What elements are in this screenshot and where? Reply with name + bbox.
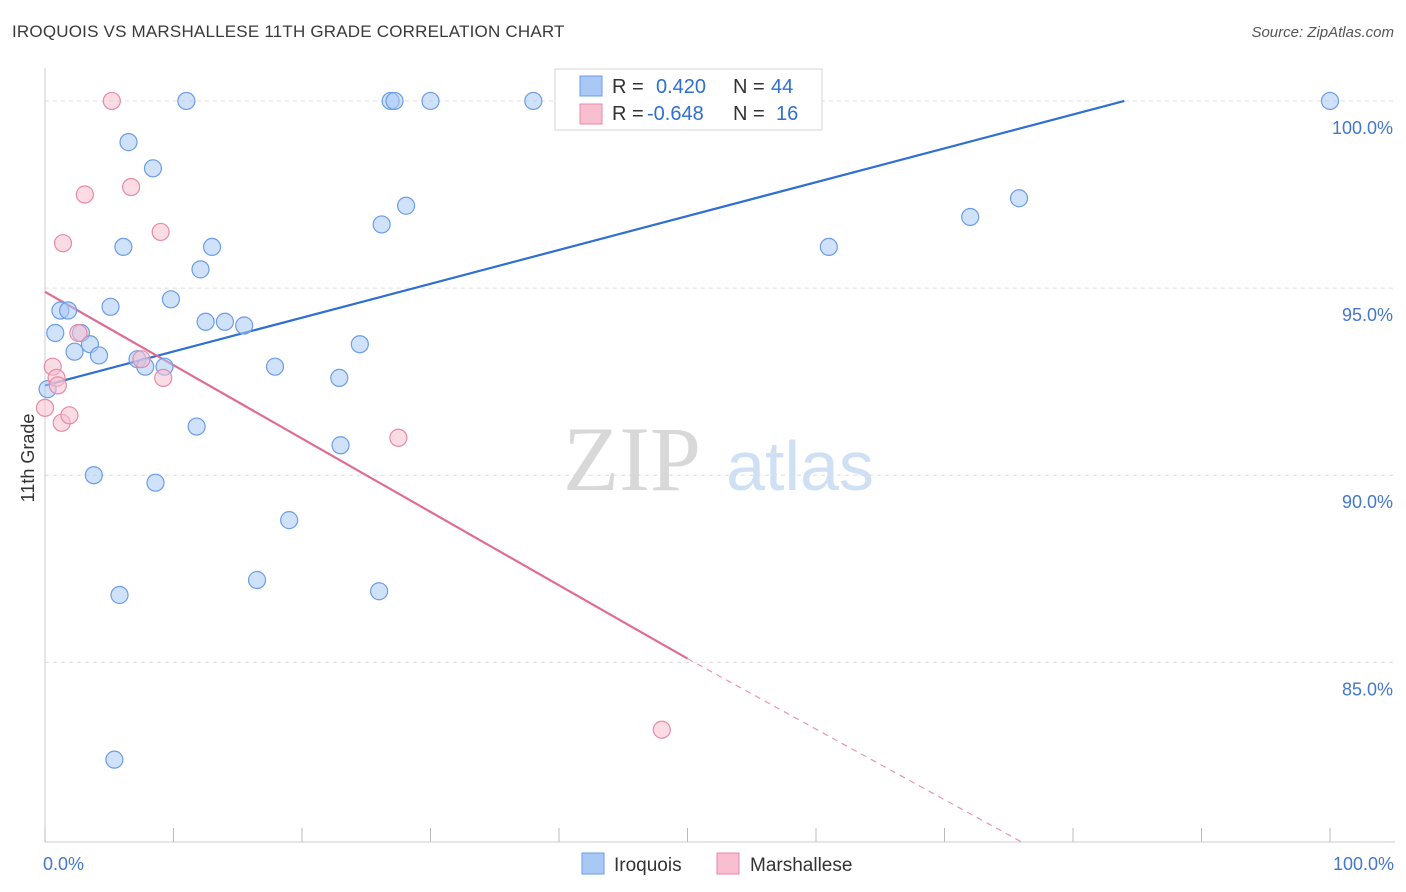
point-0-34: [372, 215, 391, 234]
point-0-19: [161, 290, 181, 309]
trend-line-extension-1: [687, 658, 1022, 843]
legend-n-value-2: 16: [776, 103, 798, 125]
point-1-14: [389, 428, 408, 447]
series-legend-label-marshallese: Marshallese: [750, 855, 852, 876]
legend-r-label-2: R =: [612, 103, 644, 125]
y-tick-label-3: 85.0%: [1342, 679, 1393, 699]
series-legend-swatch-marshallese: [716, 852, 740, 875]
point-0-17: [146, 473, 165, 492]
point-1-7: [69, 323, 88, 343]
x-tick-label-1: 100.0%: [1333, 854, 1394, 874]
point-0-8: [84, 466, 103, 485]
point-0-16: [143, 159, 163, 178]
point-0-7: [89, 346, 109, 365]
point-1-12: [151, 222, 170, 242]
chart-title: IROQUOIS VS MARSHALLESE 11TH GRADE CORRE…: [12, 22, 565, 41]
legend-n-label-2: N =: [733, 103, 765, 125]
point-0-32: [350, 335, 369, 354]
trend-line-0: [44, 99, 1125, 387]
point-0-30: [330, 368, 349, 388]
watermark-zip: ZIP: [563, 408, 701, 510]
source-credit: Source: ZipAtlas.com: [1251, 24, 1394, 41]
point-0-10: [105, 750, 124, 769]
trend-line-1: [44, 290, 689, 660]
point-0-22: [191, 260, 210, 279]
point-0-43: [1320, 91, 1340, 111]
y-tick-label-2: 90.0%: [1342, 492, 1393, 512]
point-0-1: [46, 323, 65, 343]
y-tick-label-0: 100.0%: [1332, 118, 1393, 138]
series-legend-swatch-iroquois: [581, 852, 605, 875]
point-1-6: [60, 406, 79, 425]
watermark: ZIP atlas: [563, 408, 874, 510]
gridlines: [45, 100, 1395, 663]
point-0-38: [421, 91, 440, 111]
data-points: [35, 91, 1340, 769]
trend-lines: [44, 99, 1125, 843]
legend-r-value-2: -0.648: [647, 103, 704, 125]
point-0-39: [524, 91, 543, 111]
point-0-26: [235, 316, 254, 335]
tick-labels: 100.0% 95.0% 90.0% 85.0% 0.0% 100.0%: [43, 118, 1394, 874]
point-0-41: [961, 207, 980, 227]
legend-swatch-marshallese: [579, 103, 603, 125]
point-0-27: [247, 570, 267, 590]
point-0-11: [110, 585, 129, 605]
point-0-13: [119, 133, 138, 152]
point-0-4: [65, 342, 84, 361]
point-0-28: [265, 357, 285, 376]
point-1-10: [121, 177, 141, 197]
legend-swatch-iroquois: [579, 75, 603, 97]
point-0-23: [196, 312, 215, 331]
point-0-21: [187, 417, 206, 436]
legend-r-value-1: 0.420: [656, 76, 706, 98]
point-0-3: [59, 301, 78, 320]
point-0-37: [396, 196, 416, 215]
point-0-31: [331, 436, 350, 455]
legend-r-label-1: R =: [612, 76, 644, 98]
point-0-24: [202, 237, 222, 257]
point-0-25: [215, 312, 234, 331]
legend-n-label-1: N =: [733, 76, 765, 98]
y-tick-label-1: 95.0%: [1342, 305, 1393, 325]
point-0-42: [1009, 189, 1029, 208]
point-0-12: [114, 237, 133, 257]
point-1-15: [652, 720, 671, 739]
legend-n-value-1: 44: [771, 76, 793, 98]
point-0-9: [101, 297, 120, 316]
point-1-8: [75, 185, 94, 204]
series-legend: Iroquois Marshallese: [581, 852, 852, 876]
point-0-33: [370, 582, 389, 601]
point-1-5: [53, 234, 73, 253]
point-1-9: [102, 91, 121, 111]
watermark-atlas: atlas: [726, 427, 874, 505]
point-0-29: [280, 511, 299, 530]
axes: [44, 68, 1395, 843]
point-1-0: [35, 398, 55, 417]
y-axis-title: 11th Grade: [18, 414, 38, 503]
point-0-20: [177, 91, 196, 111]
x-tick-label-0: 0.0%: [43, 854, 84, 874]
point-0-36: [385, 91, 404, 111]
point-1-13: [154, 368, 173, 388]
point-1-11: [132, 350, 151, 369]
series-legend-label-iroquois: Iroquois: [614, 855, 682, 876]
point-0-40: [819, 237, 838, 257]
correlation-legend: R = 0.420 N = 44 R = -0.648 N = 16: [554, 68, 823, 131]
point-1-3: [48, 376, 67, 395]
